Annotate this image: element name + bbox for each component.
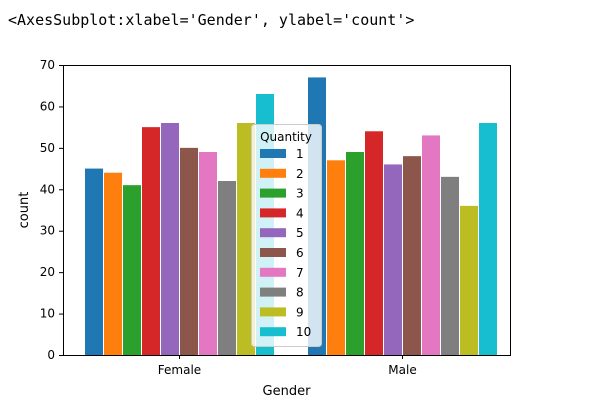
x-axis: Female Male xyxy=(158,355,417,377)
legend-label-9: 9 xyxy=(296,305,304,319)
legend-label-4: 4 xyxy=(296,206,304,220)
y-tick-label: 0 xyxy=(47,348,55,362)
x-axis-label: Gender xyxy=(263,384,312,399)
legend-swatch-2 xyxy=(260,169,286,178)
y-axis-label: count xyxy=(17,192,32,229)
legend-swatch-8 xyxy=(260,288,286,297)
legend-swatch-7 xyxy=(260,268,286,277)
bar-female-qty-6 xyxy=(180,148,198,355)
legend-title: Quantity xyxy=(260,130,312,144)
bar-male-qty-6 xyxy=(403,156,421,355)
bar-female-qty-7 xyxy=(199,152,217,355)
bar-female-qty-1 xyxy=(85,169,103,355)
bar-male-qty-9 xyxy=(460,206,478,355)
bar-female-qty-8 xyxy=(218,181,236,355)
y-tick-label: 40 xyxy=(40,182,55,196)
legend-label-2: 2 xyxy=(296,167,304,181)
legend-label-5: 5 xyxy=(296,226,304,240)
bar-male-qty-3 xyxy=(346,152,364,355)
legend-swatch-10 xyxy=(260,327,286,336)
bar-male-qty-7 xyxy=(422,135,440,355)
legend-swatch-9 xyxy=(260,307,286,316)
y-tick-label: 10 xyxy=(40,307,55,321)
legend: Quantity 1 2 3 4 5 6 7 8 9 10 xyxy=(252,125,322,347)
legend-label-10: 10 xyxy=(296,325,311,339)
y-tick-label: 20 xyxy=(40,265,55,279)
y-tick-label: 30 xyxy=(40,224,55,238)
legend-label-7: 7 xyxy=(296,266,304,280)
bar-male-qty-4 xyxy=(365,131,383,355)
bar-male-qty-2 xyxy=(327,160,345,355)
x-tick-label-male: Male xyxy=(388,363,416,377)
legend-swatch-4 xyxy=(260,208,286,217)
x-tick-label-female: Female xyxy=(158,363,201,377)
legend-swatch-6 xyxy=(260,248,286,257)
legend-label-6: 6 xyxy=(296,246,304,260)
legend-label-3: 3 xyxy=(296,187,304,201)
legend-label-8: 8 xyxy=(296,286,304,300)
y-tick-label: 70 xyxy=(40,58,55,72)
legend-label-1: 1 xyxy=(296,147,304,161)
bar-female-qty-5 xyxy=(161,123,179,355)
bar-female-qty-2 xyxy=(104,173,122,355)
legend-swatch-3 xyxy=(260,189,286,198)
legend-swatch-1 xyxy=(260,149,286,158)
bar-female-qty-4 xyxy=(142,127,160,355)
bar-male-qty-8 xyxy=(441,177,459,355)
bar-male-qty-10 xyxy=(479,123,497,355)
legend-swatch-5 xyxy=(260,228,286,237)
y-axis: 0 10 20 30 40 50 60 70 xyxy=(40,58,63,362)
bar-female-qty-3 xyxy=(123,185,141,355)
y-tick-label: 50 xyxy=(40,141,55,155)
y-tick-label: 60 xyxy=(40,99,55,113)
bar-male-qty-5 xyxy=(384,164,402,355)
